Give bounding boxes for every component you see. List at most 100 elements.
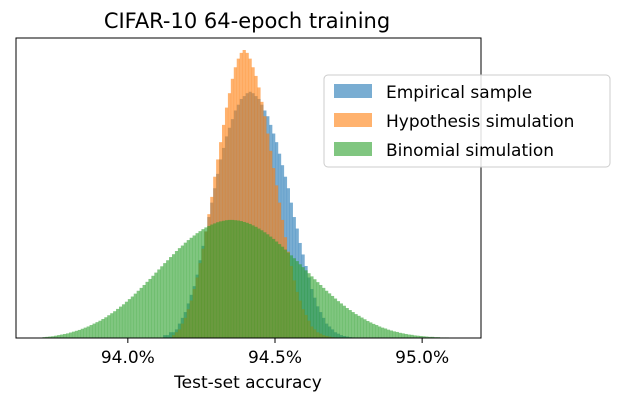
bar-binomial — [68, 332, 73, 338]
bar-binomial — [304, 270, 308, 338]
bar-binomial — [204, 227, 208, 338]
bar-binomial — [233, 220, 238, 338]
bar-binomial — [307, 273, 311, 338]
bar-binomial — [166, 260, 170, 338]
bar-binomial — [310, 276, 314, 338]
bar-binomial — [142, 285, 146, 338]
bar-binomial — [110, 313, 114, 338]
bar-binomial — [377, 326, 382, 338]
plot-area-frame — [15, 37, 482, 339]
bar-binomial — [330, 295, 335, 338]
bar-binomial — [319, 285, 323, 338]
bar-hypothesis — [233, 67, 238, 338]
bar-binomial — [227, 219, 232, 338]
x-tick-label: 95.0% — [395, 348, 449, 368]
legend-frame — [323, 74, 611, 168]
legend-label-empirical: Empirical sample — [386, 83, 532, 103]
bar-binomial — [404, 333, 408, 338]
bar-binomial — [80, 328, 84, 338]
bar-binomial — [230, 219, 235, 338]
bar-binomial — [325, 290, 329, 338]
bar-binomial — [407, 334, 411, 338]
bar-binomial — [357, 315, 361, 338]
bar-binomial — [248, 223, 252, 338]
bar-binomial — [51, 336, 55, 338]
bar-binomial — [133, 293, 137, 338]
bar-binomial — [366, 321, 370, 338]
bar-binomial — [154, 272, 158, 338]
bar-hypothesis — [254, 75, 258, 339]
bar-binomial — [298, 264, 302, 338]
bar-binomial — [66, 333, 70, 338]
bar-binomial — [192, 235, 196, 338]
bar-binomial — [389, 330, 394, 338]
bar-binomial — [119, 306, 123, 338]
bar-binomial — [60, 334, 64, 338]
bar-binomial — [216, 222, 220, 338]
bar-hypothesis — [263, 116, 267, 339]
bar-hypothesis — [251, 67, 255, 338]
bar-binomial — [380, 327, 385, 338]
chart-title: CIFAR-10 64-epoch training — [104, 9, 390, 33]
bar-hypothesis — [245, 52, 249, 338]
bar-binomial — [86, 326, 90, 338]
bar-binomial — [333, 298, 338, 338]
x-axis-ticks: 94.0% 94.5% 95.0% — [101, 338, 449, 368]
bar-binomial — [401, 333, 405, 338]
bar-binomial — [372, 323, 376, 338]
bar-binomial — [280, 246, 285, 338]
bar-binomial — [83, 327, 87, 338]
legend-label-binomial: Binomial simulation — [386, 141, 554, 161]
bar-binomial — [336, 301, 341, 338]
bar-binomial — [74, 330, 79, 338]
bar-binomial — [89, 325, 93, 338]
bar-binomial — [121, 304, 126, 338]
bar-binomial — [71, 331, 76, 338]
bar-binomial — [160, 266, 164, 338]
bar-binomial — [195, 233, 199, 338]
bar-binomial — [163, 263, 167, 338]
bar-binomial — [316, 282, 320, 338]
bar-binomial — [395, 331, 399, 338]
bar-binomial — [322, 287, 326, 338]
bar-binomial — [222, 220, 226, 338]
bar-binomial — [327, 293, 332, 338]
bar-binomial — [183, 242, 187, 338]
bar-binomial — [339, 303, 343, 338]
bar-binomial — [416, 335, 420, 338]
bar-binomial — [428, 336, 432, 338]
bar-binomial — [151, 275, 155, 338]
bar-hypothesis — [257, 87, 261, 338]
bar-binomial — [219, 221, 223, 338]
bar-binomial — [239, 221, 243, 338]
bar-binomial — [148, 278, 152, 338]
bars-layer — [42, 50, 464, 339]
bar-binomial — [127, 299, 132, 338]
bar-binomial — [354, 314, 358, 338]
bar-binomial — [295, 261, 299, 338]
legend: Empirical sample Hypothesis simulation B… — [323, 74, 611, 168]
bar-binomial — [57, 335, 61, 338]
bar-binomial — [245, 222, 249, 338]
bar-binomial — [266, 234, 270, 338]
bar-binomial — [263, 232, 267, 338]
bar-binomial — [419, 335, 423, 338]
series-binomial — [42, 219, 464, 338]
x-tick-label: 94.0% — [101, 348, 155, 368]
bar-binomial — [139, 287, 143, 338]
bar-hypothesis — [230, 78, 235, 339]
bar-binomial — [104, 317, 108, 338]
x-tick-label: 94.5% — [248, 348, 302, 368]
bar-binomial — [363, 319, 367, 338]
bar-binomial — [301, 267, 305, 338]
bar-binomial — [77, 329, 82, 338]
legend-swatch-empirical — [334, 84, 372, 98]
bar-binomial — [130, 296, 135, 338]
bar-binomial — [392, 331, 396, 338]
bar-binomial — [430, 336, 435, 338]
bar-binomial — [398, 332, 402, 338]
bar-binomial — [169, 257, 173, 338]
bar-binomial — [224, 220, 229, 338]
bar-hypothesis — [260, 101, 264, 338]
